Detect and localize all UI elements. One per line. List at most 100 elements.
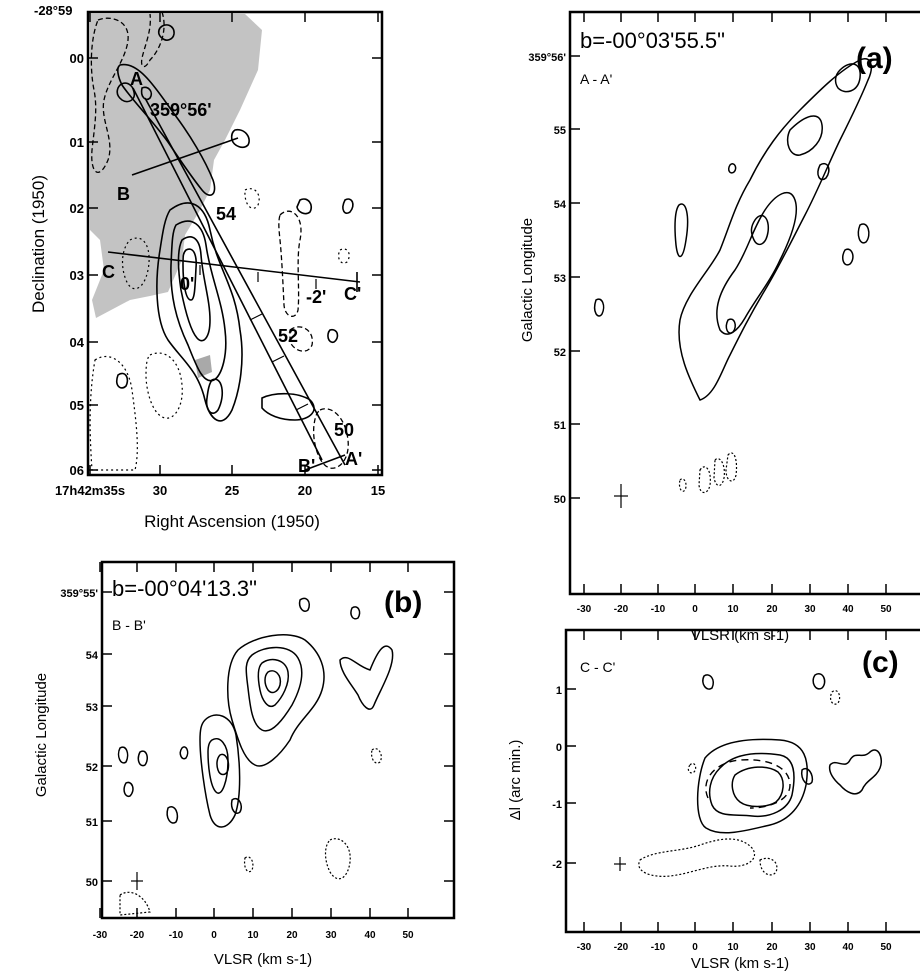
panel-a-x-ticks: -30 -20 -10 0 10 20 30 40 50 (577, 12, 892, 615)
panel-b-xtick-label: 10 (247, 930, 259, 941)
panel-c-xlabel: VLSR (km s-1) (691, 955, 789, 972)
map-ytick-label: 03 (70, 268, 84, 283)
panel-b-ytick-label: 54 (86, 650, 99, 662)
map-y-top-label: -28°59 (34, 3, 72, 18)
panel-c-xtick-label: 40 (842, 942, 854, 953)
panel-a-label: (a) (856, 42, 893, 75)
panel-b-y-ticks: 359°55' 54 53 52 51 50 (60, 588, 454, 889)
map-xlabel: Right Ascension (1950) (144, 512, 320, 531)
panel-a-xtick-label: -10 (651, 604, 666, 615)
panel-b-title: b=-00°04'13.3" (112, 576, 257, 601)
map-y-ticks: 00 01 02 03 04 05 06 (70, 51, 382, 478)
panel-c-xtick-label: 30 (804, 942, 816, 953)
map-label-bprime: B' (298, 456, 315, 476)
panel-a-xtick-label: 20 (766, 604, 778, 615)
panel-c-x-ticks: -30 -20 -10 0 10 20 30 40 50 (577, 630, 892, 953)
map-annot-0prime: 0' (180, 274, 194, 294)
panel-a-xtick-label: 40 (842, 604, 854, 615)
panel-c-ytick-label: 0 (556, 742, 562, 754)
panel-a-xtick-label: 30 (804, 604, 816, 615)
panel-a-ytick-label: 51 (554, 420, 566, 432)
panel-a-ytick-label: 50 (554, 494, 566, 506)
panel-c-xtick-label: -30 (577, 942, 592, 953)
panel-c-xtick-label: -10 (651, 942, 666, 953)
panel-b-xtick-label: -10 (169, 930, 184, 941)
map-cut-ticks (199, 265, 317, 411)
panel-c-error-bar (614, 857, 626, 871)
map-ylabel: Declination (1950) (29, 175, 48, 313)
panel-a-error-bar (614, 484, 628, 508)
panel-c-y-ticks: 1 0 -1 -2 (552, 685, 576, 871)
panel-a-ytick-label: 55 (554, 125, 566, 137)
panel-a-xtick-label: 50 (880, 604, 892, 615)
map-xtick-label: 30 (153, 483, 167, 498)
map-label-c: C (102, 262, 115, 282)
map-annot-50: 50 (334, 420, 354, 440)
panel-a-xtick-label: 0 (692, 604, 698, 615)
map-ytick-label: 02 (70, 201, 84, 216)
panel-b-xtick-label: -20 (130, 930, 145, 941)
map-annot-52: 52 (278, 326, 298, 346)
panel-c-ylabel: Δl (arc min.) (507, 740, 524, 821)
panel-b-xtick-label: 50 (402, 930, 414, 941)
panel-c-xtick-label: 0 (692, 942, 698, 953)
panel-b-contours (117, 597, 394, 828)
panel-a-frame (568, 10, 920, 596)
panel-c: (c) C - C' 10-1-2 -30 -20 -10 0 10 20 30 40 50 Δ… (507, 628, 920, 972)
panel-c-contours (696, 673, 882, 834)
map-annot-minus2prime: -2' (306, 287, 326, 307)
panel-b-xtick-label: 40 (364, 930, 376, 941)
map-cut-lines (107, 87, 361, 471)
panel-b-xtick-label: 30 (325, 930, 337, 941)
map-x-ticks: 17h42m35s 30 25 20 15 (55, 12, 385, 498)
panel-c-dashed-contours (705, 759, 791, 809)
map-dashed-contours (90, 11, 349, 469)
panel-a-ytick-label: 53 (554, 273, 566, 285)
panel-c-frame (564, 628, 920, 934)
map-xtick-label: 15 (371, 483, 385, 498)
panel-b-xlabel: VLSR (km s-1) (214, 951, 312, 968)
panel-a-xtick-label: -20 (614, 604, 629, 615)
panel-a-contours (593, 58, 872, 401)
map-frame (86, 10, 384, 477)
panel-c-ytick-label: 1 (556, 685, 562, 697)
panel-c-label: (c) (862, 646, 899, 679)
panel-a-ytick-label: 54 (554, 199, 567, 211)
map-xtick-label: 25 (225, 483, 239, 498)
panel-c-ytick-label: -1 (552, 799, 562, 811)
panel-c-ytick-label: -2 (552, 859, 562, 871)
map-annot-35956: 359°56' (150, 100, 212, 120)
panel-c-xtick-label: 50 (880, 942, 892, 953)
panel-c-xtick-label: 10 (727, 942, 739, 953)
panel-a-title: b=-00°03'55.5" (580, 28, 725, 53)
panel-b-ytick-label: 52 (86, 762, 98, 774)
panel-b-xtick-label: -30 (93, 930, 108, 941)
panel-b-cut: B - B' (112, 617, 146, 633)
panel-b-ylabel: Galactic Longitude (33, 673, 50, 797)
panel-a: b=-00°03'55.5" (a) A - A' 359°56' 55 54 53 (519, 10, 920, 644)
map-ytick-label: 06 (70, 463, 84, 478)
panel-a-dotted-contours (678, 452, 738, 494)
map-ytick-label: 05 (70, 398, 84, 413)
panel-a-cut: A - A' (580, 71, 612, 87)
panel-b-ytick-label: 53 (86, 702, 98, 714)
map-ytick-label: 01 (70, 135, 84, 150)
cut-b-line (131, 137, 239, 176)
map-label-a: A (130, 69, 143, 89)
map-shaded-region (90, 14, 262, 318)
panel-b-ytick-label: 50 (86, 877, 98, 889)
cut-a-line-2 (144, 97, 346, 466)
panel-b-xtick-label: 0 (211, 930, 217, 941)
map-panel: A A' B B' C C' 359°56' 54 0' -2' 52 50 -… (29, 3, 385, 531)
panel-b-xtick-label: 20 (286, 930, 298, 941)
panel-b-frame (100, 560, 456, 920)
map-ytick-label: 00 (70, 51, 84, 66)
panel-a-y-ticks: 359°56' 55 54 53 52 51 50 (528, 52, 580, 506)
panel-a-ytick-label: 359°56' (528, 52, 566, 64)
panel-a-xtick-label: 10 (727, 604, 739, 615)
panel-c-cut: C - C' (580, 659, 615, 675)
map-label-aprime: A' (345, 449, 362, 469)
map-xtick-label: 17h42m35s (55, 483, 125, 498)
cut-a-line-1 (132, 87, 323, 461)
